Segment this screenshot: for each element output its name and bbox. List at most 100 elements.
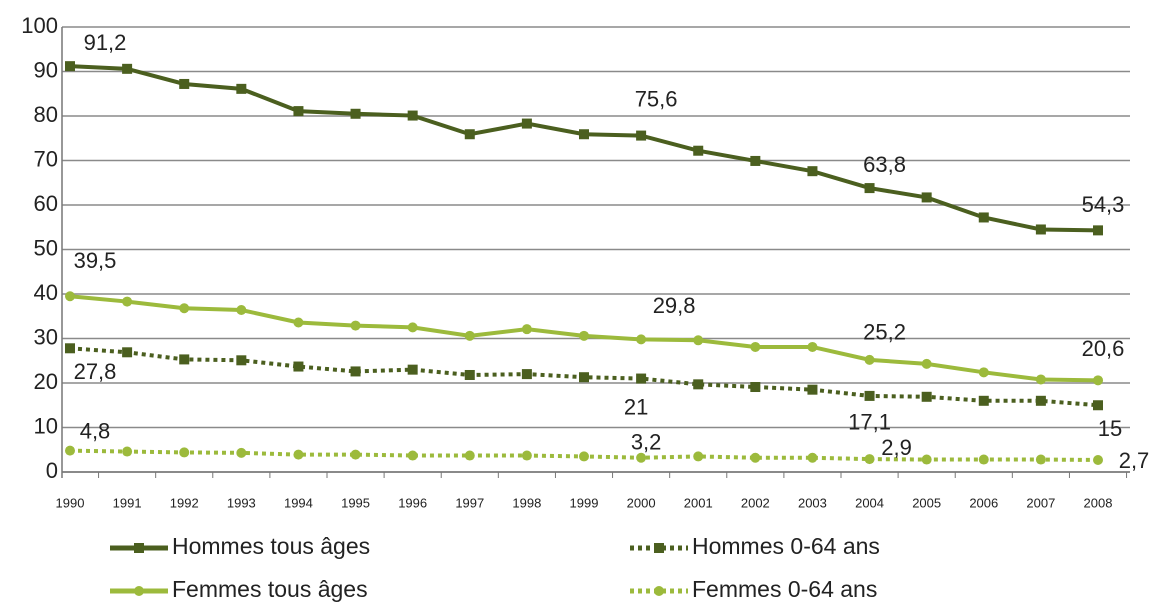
marker <box>464 450 475 461</box>
marker <box>464 330 475 341</box>
marker <box>693 451 704 462</box>
marker <box>407 322 418 333</box>
marker <box>750 341 761 352</box>
marker <box>122 296 133 307</box>
data-label: 27,8 <box>74 359 117 384</box>
marker <box>1035 454 1046 465</box>
y-tick-label: 100 <box>21 13 58 38</box>
marker <box>1035 395 1046 406</box>
marker <box>864 354 875 365</box>
marker <box>654 543 664 553</box>
x-tick-label: 1993 <box>227 495 256 510</box>
marker <box>1093 454 1103 465</box>
legend-label: Femmes tous âges <box>172 576 368 602</box>
marker <box>293 361 304 372</box>
data-label: 2,9 <box>881 435 912 460</box>
x-tick-label: 1994 <box>284 495 313 510</box>
x-tick-label: 1990 <box>56 495 85 510</box>
marker <box>1093 375 1103 386</box>
marker <box>864 390 875 401</box>
marker <box>464 129 475 140</box>
marker <box>654 586 664 596</box>
marker <box>293 317 304 328</box>
marker <box>807 452 818 463</box>
x-tick-label: 1992 <box>170 495 199 510</box>
y-tick-label: 70 <box>34 146 58 171</box>
x-tick-label: 1995 <box>341 495 370 510</box>
marker <box>521 118 532 129</box>
marker <box>978 454 989 465</box>
marker <box>65 343 75 354</box>
marker <box>236 447 247 458</box>
series: 91,2 75,6 63,8 54,3 <box>65 30 1124 236</box>
y-tick-label: 50 <box>34 235 58 260</box>
x-tick-label: 2008 <box>1084 495 1113 510</box>
marker <box>579 330 589 341</box>
data-label: 2,7 <box>1119 448 1150 473</box>
y-tick-label: 20 <box>34 369 58 394</box>
marker <box>236 83 247 94</box>
legend-label: Femmes 0-64 ans <box>692 576 877 602</box>
data-label: 29,8 <box>653 293 696 318</box>
marker <box>864 183 875 194</box>
marker <box>293 106 304 117</box>
y-tick-label: 10 <box>34 413 58 438</box>
y-tick-label: 60 <box>34 191 58 216</box>
marker <box>921 391 932 402</box>
data-label: 25,2 <box>863 320 906 345</box>
marker <box>179 447 190 458</box>
x-tick-label: 2007 <box>1026 495 1055 510</box>
data-label: 20,6 <box>1082 336 1125 361</box>
marker <box>978 395 989 406</box>
marker <box>807 384 818 395</box>
marker <box>978 212 989 223</box>
marker <box>350 320 361 331</box>
data-label: 63,8 <box>863 152 906 177</box>
marker <box>236 355 247 366</box>
marker <box>921 454 932 465</box>
marker <box>65 61 75 72</box>
marker <box>65 291 75 302</box>
data-label: 39,5 <box>74 248 117 273</box>
marker <box>693 379 704 390</box>
x-tick-label: 2005 <box>912 495 941 510</box>
marker <box>122 446 133 457</box>
marker <box>1035 374 1046 385</box>
marker <box>636 452 647 463</box>
marker <box>579 451 589 462</box>
marker <box>179 78 190 89</box>
marker <box>636 373 647 384</box>
x-tick-label: 1998 <box>512 495 541 510</box>
data-label: 21 <box>624 394 648 419</box>
data-label: 4,8 <box>80 418 111 443</box>
marker <box>407 364 418 375</box>
marker <box>978 367 989 378</box>
marker <box>350 449 361 460</box>
x-tick-label: 1996 <box>398 495 427 510</box>
marker <box>750 382 761 393</box>
x-tick-label: 1997 <box>455 495 484 510</box>
data-label: 3,2 <box>631 430 662 455</box>
marker <box>807 166 818 177</box>
marker <box>134 543 144 553</box>
x-tick-label: 1999 <box>570 495 599 510</box>
y-tick-label: 0 <box>46 458 58 483</box>
marker <box>407 110 418 121</box>
marker <box>122 347 133 358</box>
legend-label: Hommes 0-64 ans <box>692 533 880 559</box>
marker <box>921 192 932 203</box>
x-tick-label: 2001 <box>684 495 713 510</box>
marker <box>521 450 532 461</box>
legend-label: Hommes tous âges <box>172 533 370 559</box>
marker <box>236 305 247 316</box>
y-tick-label: 30 <box>34 324 58 349</box>
marker <box>579 129 589 140</box>
marker <box>179 303 190 314</box>
x-tick-label: 2006 <box>969 495 998 510</box>
marker <box>521 324 532 335</box>
marker <box>1093 225 1103 236</box>
marker <box>579 372 589 383</box>
marker <box>464 369 475 380</box>
marker <box>693 335 704 346</box>
